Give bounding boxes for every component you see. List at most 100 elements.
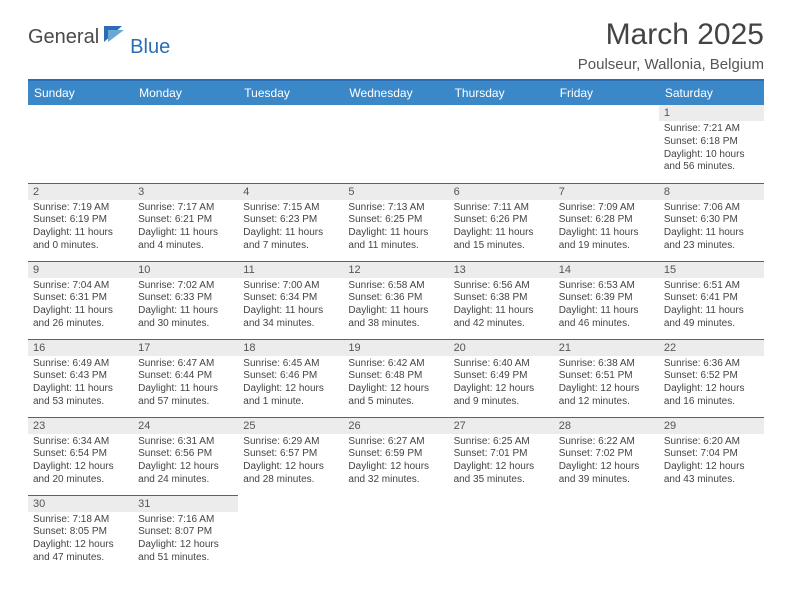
daylight-text-2: and 16 minutes. <box>664 396 759 409</box>
daylight-text-2: and 15 minutes. <box>454 240 549 253</box>
calendar-cell: 17Sunrise: 6:47 AMSunset: 6:44 PMDayligh… <box>133 339 238 417</box>
sunset-text: Sunset: 8:07 PM <box>138 526 233 539</box>
day-number: 24 <box>133 418 238 434</box>
daylight-text-2: and 11 minutes. <box>348 240 443 253</box>
daylight-text-2: and 32 minutes. <box>348 474 443 487</box>
day-number: 21 <box>554 340 659 356</box>
calendar-cell: 9Sunrise: 7:04 AMSunset: 6:31 PMDaylight… <box>28 261 133 339</box>
day-number: 19 <box>343 340 448 356</box>
weekday-header: Sunday <box>28 81 133 105</box>
sunrise-text: Sunrise: 6:36 AM <box>664 358 759 371</box>
sunrise-text: Sunrise: 7:19 AM <box>33 202 128 215</box>
daylight-text-2: and 30 minutes. <box>138 318 233 331</box>
day-number: 18 <box>238 340 343 356</box>
day-details: Sunrise: 6:56 AMSunset: 6:38 PMDaylight:… <box>449 278 554 335</box>
sunset-text: Sunset: 8:05 PM <box>33 526 128 539</box>
sunrise-text: Sunrise: 6:56 AM <box>454 280 549 293</box>
day-details: Sunrise: 6:40 AMSunset: 6:49 PMDaylight:… <box>449 356 554 413</box>
sunrise-text: Sunrise: 7:04 AM <box>33 280 128 293</box>
daylight-text-2: and 12 minutes. <box>559 396 654 409</box>
daylight-text-2: and 7 minutes. <box>243 240 338 253</box>
day-number: 31 <box>133 496 238 512</box>
calendar-row: 30Sunrise: 7:18 AMSunset: 8:05 PMDayligh… <box>28 495 764 573</box>
day-details: Sunrise: 6:45 AMSunset: 6:46 PMDaylight:… <box>238 356 343 413</box>
day-details: Sunrise: 6:42 AMSunset: 6:48 PMDaylight:… <box>343 356 448 413</box>
daylight-text-1: Daylight: 12 hours <box>138 461 233 474</box>
daylight-text-2: and 20 minutes. <box>33 474 128 487</box>
sunrise-text: Sunrise: 7:21 AM <box>664 123 759 136</box>
daylight-text-1: Daylight: 12 hours <box>664 383 759 396</box>
day-number: 14 <box>554 262 659 278</box>
calendar-cell: 23Sunrise: 6:34 AMSunset: 6:54 PMDayligh… <box>28 417 133 495</box>
sunrise-text: Sunrise: 7:09 AM <box>559 202 654 215</box>
weekday-header: Wednesday <box>343 81 448 105</box>
brand-word-2: Blue <box>130 36 170 59</box>
day-details: Sunrise: 6:20 AMSunset: 7:04 PMDaylight:… <box>659 434 764 491</box>
day-details: Sunrise: 7:13 AMSunset: 6:25 PMDaylight:… <box>343 200 448 257</box>
sunrise-text: Sunrise: 6:29 AM <box>243 436 338 449</box>
daylight-text-1: Daylight: 12 hours <box>559 383 654 396</box>
calendar-cell: 15Sunrise: 6:51 AMSunset: 6:41 PMDayligh… <box>659 261 764 339</box>
sunset-text: Sunset: 6:19 PM <box>33 214 128 227</box>
day-number: 9 <box>28 262 133 278</box>
day-number: 13 <box>449 262 554 278</box>
location-text: Poulseur, Wallonia, Belgium <box>578 56 764 73</box>
calendar-cell <box>28 105 133 183</box>
daylight-text-1: Daylight: 11 hours <box>348 305 443 318</box>
sunset-text: Sunset: 6:33 PM <box>138 292 233 305</box>
daylight-text-1: Daylight: 11 hours <box>664 227 759 240</box>
calendar-cell: 22Sunrise: 6:36 AMSunset: 6:52 PMDayligh… <box>659 339 764 417</box>
day-number: 16 <box>28 340 133 356</box>
day-details: Sunrise: 6:49 AMSunset: 6:43 PMDaylight:… <box>28 356 133 413</box>
sunset-text: Sunset: 6:44 PM <box>138 370 233 383</box>
sunset-text: Sunset: 6:43 PM <box>33 370 128 383</box>
day-details: Sunrise: 6:22 AMSunset: 7:02 PMDaylight:… <box>554 434 659 491</box>
day-number: 28 <box>554 418 659 434</box>
weekday-header-row: Sunday Monday Tuesday Wednesday Thursday… <box>28 81 764 105</box>
day-number: 11 <box>238 262 343 278</box>
calendar-cell: 12Sunrise: 6:58 AMSunset: 6:36 PMDayligh… <box>343 261 448 339</box>
day-details: Sunrise: 6:29 AMSunset: 6:57 PMDaylight:… <box>238 434 343 491</box>
sunset-text: Sunset: 6:48 PM <box>348 370 443 383</box>
calendar-cell: 28Sunrise: 6:22 AMSunset: 7:02 PMDayligh… <box>554 417 659 495</box>
sunrise-text: Sunrise: 7:18 AM <box>33 514 128 527</box>
calendar-cell: 10Sunrise: 7:02 AMSunset: 6:33 PMDayligh… <box>133 261 238 339</box>
day-number: 10 <box>133 262 238 278</box>
calendar-table: Sunday Monday Tuesday Wednesday Thursday… <box>28 81 764 573</box>
daylight-text-1: Daylight: 12 hours <box>243 461 338 474</box>
calendar-cell: 14Sunrise: 6:53 AMSunset: 6:39 PMDayligh… <box>554 261 659 339</box>
daylight-text-2: and 1 minute. <box>243 396 338 409</box>
daylight-text-1: Daylight: 11 hours <box>664 305 759 318</box>
sunrise-text: Sunrise: 7:13 AM <box>348 202 443 215</box>
day-number: 15 <box>659 262 764 278</box>
calendar-cell: 13Sunrise: 6:56 AMSunset: 6:38 PMDayligh… <box>449 261 554 339</box>
sunrise-text: Sunrise: 6:58 AM <box>348 280 443 293</box>
calendar-cell <box>343 105 448 183</box>
brand-logo: General Blue <box>28 24 172 50</box>
calendar-cell <box>133 105 238 183</box>
day-number: 22 <box>659 340 764 356</box>
daylight-text-1: Daylight: 11 hours <box>454 227 549 240</box>
daylight-text-1: Daylight: 11 hours <box>33 227 128 240</box>
day-number: 25 <box>238 418 343 434</box>
day-details: Sunrise: 6:47 AMSunset: 6:44 PMDaylight:… <box>133 356 238 413</box>
sunrise-text: Sunrise: 6:22 AM <box>559 436 654 449</box>
calendar-cell: 29Sunrise: 6:20 AMSunset: 7:04 PMDayligh… <box>659 417 764 495</box>
calendar-cell: 11Sunrise: 7:00 AMSunset: 6:34 PMDayligh… <box>238 261 343 339</box>
daylight-text-2: and 56 minutes. <box>664 161 759 174</box>
weekday-header: Friday <box>554 81 659 105</box>
sunrise-text: Sunrise: 7:00 AM <box>243 280 338 293</box>
daylight-text-2: and 47 minutes. <box>33 552 128 565</box>
sunset-text: Sunset: 7:01 PM <box>454 448 549 461</box>
daylight-text-2: and 46 minutes. <box>559 318 654 331</box>
daylight-text-1: Daylight: 11 hours <box>138 383 233 396</box>
daylight-text-2: and 39 minutes. <box>559 474 654 487</box>
calendar-cell <box>554 105 659 183</box>
calendar-cell: 25Sunrise: 6:29 AMSunset: 6:57 PMDayligh… <box>238 417 343 495</box>
daylight-text-1: Daylight: 11 hours <box>454 305 549 318</box>
sunset-text: Sunset: 7:04 PM <box>664 448 759 461</box>
daylight-text-1: Daylight: 11 hours <box>559 227 654 240</box>
sunrise-text: Sunrise: 7:15 AM <box>243 202 338 215</box>
daylight-text-2: and 35 minutes. <box>454 474 549 487</box>
day-details: Sunrise: 6:51 AMSunset: 6:41 PMDaylight:… <box>659 278 764 335</box>
